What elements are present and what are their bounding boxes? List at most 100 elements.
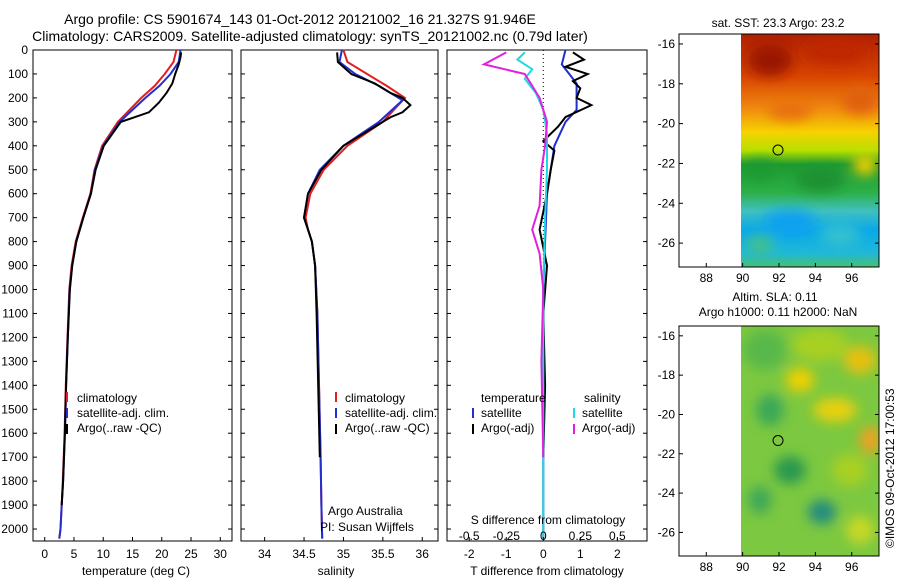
annotation-pi: PI: Susan Wijffels [320,520,414,534]
legend-label-argo: Argo(..raw -QC) [77,421,162,435]
y-tick-label: 800 [8,235,28,249]
x-tick-label: 35 [337,547,351,561]
map-y-tick-label: -16 [658,37,676,51]
map-y-tick-label: -16 [658,329,676,343]
series-line-satellite-adj-clim- [302,49,405,539]
legend-label-temp-argo: Argo(-adj) [481,421,534,435]
legend-label-satellite-adj: satellite-adj. clim. [77,406,169,420]
y-tick-label: 1200 [1,330,28,344]
map-x-tick-label: 94 [809,271,823,285]
imos-stamp: ©IMOS 09-Oct-2012 17:00:53 [883,388,897,548]
x-tick-label: 20 [155,547,169,561]
difference-x-label: T difference from climatology [470,564,624,578]
difference-legend: temperature salinity satellite Argo(-adj… [472,391,635,435]
figure-title-line2: Climatology: CARS2009. Satellite-adjuste… [32,28,588,44]
difference-x-axis: -2 -1 0 1 2 [464,537,621,561]
map-x-tick-label: 96 [845,271,859,285]
difference-x-label-salinity: S difference from climatology [471,513,626,527]
sla-map-land-gap [679,326,741,556]
y-tick-label: 1600 [1,426,28,440]
depth-axis: 0 100 200 300 400 500 600 700 800 900 1000 1100 1200… [1,43,647,536]
series-line-argo-raw-qc- [60,52,183,506]
map-y-tick-label: -18 [658,368,676,382]
x-tick-label: -2 [464,547,475,561]
map-y-tick-label: -20 [658,407,676,421]
legend-label-sal-argo: Argo(-adj) [582,421,635,435]
map-y-tick-label: -26 [658,236,676,250]
x2-tick-label: 0.25 [569,529,593,543]
y-tick-label: 1800 [1,474,28,488]
x-tick-label: 1 [577,547,584,561]
map-x-tick-label: 96 [845,560,859,574]
map-x-tick-label: 92 [772,560,786,574]
sla-map-axes: 88 90 92 94 96 -16 -18 -20 -22 -24 -26 [658,329,879,574]
map-x-tick-label: 92 [772,271,786,285]
sst-map [678,33,880,268]
figure-title-line1: Argo profile: CS 5901674_143 01-Oct-2012… [64,11,536,27]
y-tick-label: 200 [8,91,28,105]
sst-map-land-gap [679,34,741,267]
x2-tick-label: -0.5 [459,529,480,543]
x-tick-label: 5 [71,547,78,561]
sla-map [678,325,880,557]
legend-swatch-satellite-adj [335,408,337,418]
y-tick-label: 1400 [1,378,28,392]
legend-swatch-sal-satellite [573,408,575,418]
legend-swatch-climatology [335,392,337,402]
x-tick-label: -1 [501,547,512,561]
x2-tick-label: -0.25 [493,529,521,543]
y-tick-label: 600 [8,187,28,201]
map-x-tick-label: 88 [700,271,714,285]
map-y-tick-label: -20 [658,117,676,131]
y-tick-label: 400 [8,139,28,153]
legend-swatch-sal-argo [573,424,575,434]
x-tick-label: 10 [97,547,111,561]
map-y-tick-label: -26 [658,525,676,539]
y-tick-label: 1700 [1,450,28,464]
legend-swatch-argo [66,424,68,434]
legend-label-sal-satellite: satellite [582,406,623,420]
salinity-x-label: salinity [318,564,355,578]
difference-top-axis: -0.5 -0.25 0 0.25 0.5 [459,529,626,543]
y-tick-label: 1000 [1,283,28,297]
sst-map-axes: 88 90 92 94 96 -16 -18 -20 -22 -24 -26 [658,37,879,285]
y-tick-label: 700 [8,211,28,225]
legend-title-temperature: temperature [481,391,546,405]
legend-swatch-satellite-adj [66,408,68,418]
x-tick-label: 34 [258,547,272,561]
legend-swatch-temp-satellite [472,408,474,418]
x-tick-label: 30 [214,547,228,561]
map-y-tick-label: -18 [658,77,676,91]
y-tick-label: 1900 [1,498,28,512]
x2-tick-label: 0.5 [609,529,626,543]
map-x-tick-label: 90 [736,560,750,574]
salinity-legend: climatology satellite-adj. clim. Argo(..… [320,391,437,534]
legend-label-climatology: climatology [77,391,137,405]
x-tick-label: 36 [416,547,430,561]
sst-argo-marker [772,144,784,156]
x-tick-label: 2 [614,547,621,561]
legend-label-temp-satellite: satellite [481,406,522,420]
sla-field [741,326,879,556]
y-tick-label: 100 [8,67,28,81]
map-y-tick-label: -22 [658,156,676,170]
series-line-argo-raw-qc- [302,52,412,458]
y-tick-label: 1100 [2,306,28,320]
legend-label-argo: Argo(..raw -QC) [345,421,430,435]
y-tick-label: 2000 [1,522,28,536]
x-tick-label: 15 [126,547,140,561]
salinity-x-axis: 34 34.5 35 35.5 36 [258,537,429,561]
legend-swatch-climatology [66,392,68,402]
salinity-panel [240,49,439,542]
x-tick-label: 0 [41,547,48,561]
x2-tick-label: 0 [540,529,547,543]
series-line-salinity-argo-adj- [481,51,549,458]
y-tick-label: 0 [21,43,28,57]
series-line-temperature-argo-adj- [538,51,594,458]
x-tick-label: 0 [540,547,547,561]
map-x-tick-label: 88 [700,560,714,574]
sst-field [741,34,879,267]
map-y-tick-label: -24 [658,486,676,500]
legend-label-climatology: climatology [345,391,405,405]
y-tick-label: 300 [8,115,28,129]
